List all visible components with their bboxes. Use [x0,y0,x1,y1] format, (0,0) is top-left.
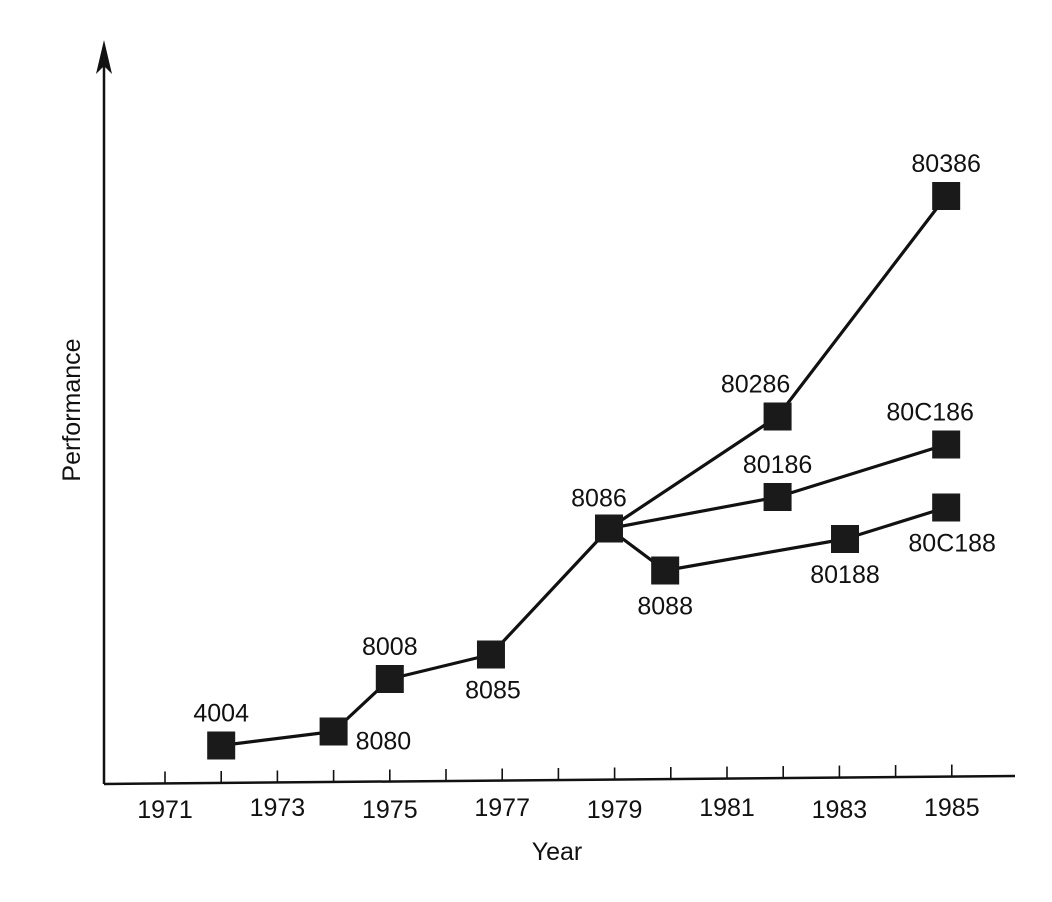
point-label-8085: 8085 [465,677,521,705]
x-ticks [164,764,953,784]
marker-80386 [932,182,961,210]
x-tick-label-1983: 1983 [812,796,868,824]
point-label-8086: 8086 [571,485,627,513]
marker-8088 [651,556,680,585]
x-tick-labels: 1971 1973 1975 1977 1979 1981 1983 1985 [137,794,979,824]
axes [96,40,1016,786]
x-tick-label-1975: 1975 [362,796,418,824]
x-tick-label-1973: 1973 [250,794,306,822]
x-tick-label-1977: 1977 [474,794,530,822]
marker-8008 [375,665,404,693]
data-markers [207,182,961,760]
marker-80186 [763,483,792,511]
series-lines [221,195,948,748]
marker-80C186 [932,430,961,459]
y-axis-arrowhead [96,40,112,74]
marker-4004 [207,731,236,760]
marker-8086 [594,514,623,543]
point-label-80186: 80186 [743,451,813,479]
point-label-4004: 4004 [193,700,249,728]
point-label-8080: 8080 [356,728,412,756]
x-tick-label-1981: 1981 [699,794,755,822]
series-line-4 [608,505,947,573]
marker-80C188 [932,493,961,522]
point-label-8008: 8008 [362,633,418,661]
x-tick-label-1979: 1979 [587,796,643,824]
x-axis-line [103,774,1016,786]
marker-80286 [763,402,792,431]
point-labels: 4004 8080 8008 8085 8086 8088 80286 80186 80188 8… [193,150,996,756]
marker-8085 [476,640,505,669]
x-axis-title: Year [532,838,583,866]
y-axis-title: Performance [58,338,86,481]
point-label-8088: 8088 [637,593,693,621]
marker-80188 [831,525,860,553]
point-label-80C188: 80C188 [908,530,996,558]
point-label-80188: 80188 [810,561,880,589]
point-label-80286: 80286 [721,371,791,399]
point-label-80386: 80386 [911,150,981,178]
point-label-80C186: 80C186 [886,399,974,427]
x-tick-label-1971: 1971 [137,796,193,824]
x-tick-label-1985: 1985 [924,794,980,822]
marker-8080 [319,717,348,746]
